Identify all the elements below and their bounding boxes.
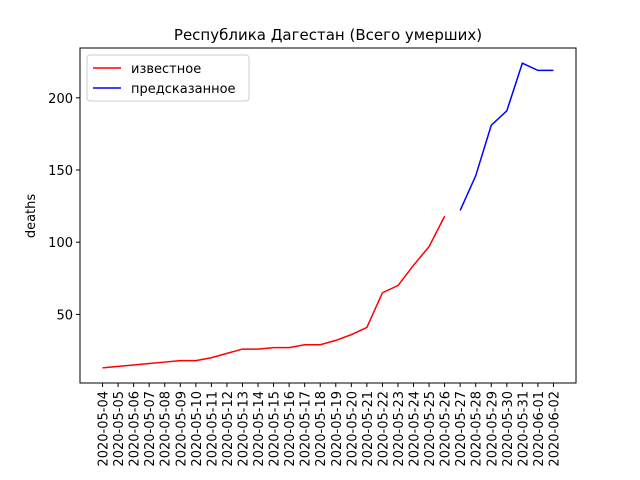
x-tick-label: 2020-05-28 [470, 391, 485, 467]
x-tick-label: 2020-05-11 [205, 391, 220, 467]
x-tick-label: 2020-05-15 [268, 391, 283, 467]
y-tick-label: 100 [48, 236, 73, 251]
x-tick-label: 2020-06-02 [547, 391, 562, 467]
x-tick-label: 2020-05-12 [221, 391, 236, 467]
x-tick-label: 2020-05-26 [439, 391, 454, 467]
x-tick-label: 2020-05-23 [392, 391, 407, 467]
x-tick-label: 2020-05-13 [236, 391, 251, 467]
x-tick-label: 2020-05-31 [516, 391, 531, 467]
x-tick-label: 2020-05-30 [501, 391, 516, 467]
x-tick-label: 2020-05-10 [190, 391, 205, 467]
y-tick-label: 150 [48, 164, 73, 179]
x-tick-label: 2020-05-16 [283, 391, 298, 467]
legend-box [86, 54, 250, 102]
x-tick-label: 2020-05-14 [252, 391, 267, 467]
y-tick-label: 200 [48, 92, 73, 107]
x-tick-label: 2020-05-24 [408, 391, 423, 467]
x-tick-label: 2020-05-04 [97, 391, 112, 467]
y-axis-label: deaths [24, 194, 39, 239]
legend-label: известное [131, 62, 201, 77]
x-tick-label: 2020-05-20 [345, 391, 360, 467]
x-tick-label: 2020-05-29 [485, 391, 500, 467]
y-tick-label: 50 [56, 308, 73, 323]
x-tick-label: 2020-05-25 [423, 391, 438, 467]
plot-area [79, 47, 577, 384]
x-tick-label: 2020-05-18 [314, 391, 329, 467]
x-tick-label: 2020-05-21 [361, 391, 376, 467]
x-tick-label: 2020-05-17 [299, 391, 314, 467]
line-series [102, 215, 446, 369]
x-tick-label: 2020-05-19 [330, 391, 345, 467]
x-tick-label: 2020-05-09 [174, 391, 189, 467]
chart-title: Республика Дагестан (Всего умерших) [174, 26, 482, 44]
x-tick-label: 2020-05-08 [159, 391, 174, 467]
x-tick-label: 2020-05-07 [143, 391, 158, 467]
x-tick-label: 2020-05-27 [454, 391, 469, 467]
line-series [459, 62, 554, 211]
x-tick-label: 2020-06-01 [532, 391, 547, 467]
x-tick-label: 2020-05-05 [112, 391, 127, 467]
x-tick-label: 2020-05-06 [128, 391, 143, 467]
x-tick-label: 2020-05-22 [376, 391, 391, 467]
legend-label: предсказанное [131, 82, 236, 97]
